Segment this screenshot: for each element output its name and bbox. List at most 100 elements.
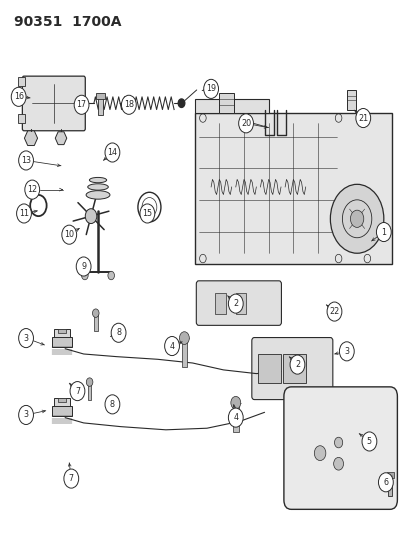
Circle shape [290, 355, 304, 374]
Text: 17: 17 [76, 100, 86, 109]
Circle shape [230, 397, 240, 409]
Text: 4: 4 [169, 342, 174, 351]
Text: 15: 15 [142, 209, 152, 218]
FancyBboxPatch shape [22, 76, 85, 131]
Text: 10: 10 [64, 230, 74, 239]
Bar [215, 293, 225, 314]
Bar [88, 383, 91, 400]
Text: 16: 16 [14, 92, 24, 101]
Bar [54, 398, 70, 407]
Bar [98, 97, 103, 115]
Text: 14: 14 [107, 148, 117, 157]
Text: 6: 6 [382, 478, 387, 487]
Circle shape [70, 382, 85, 401]
Text: 3: 3 [24, 334, 28, 343]
Text: 19: 19 [206, 84, 216, 93]
Circle shape [92, 309, 99, 317]
Text: 13: 13 [21, 156, 31, 165]
Circle shape [361, 432, 376, 451]
Circle shape [228, 408, 242, 427]
Circle shape [355, 109, 370, 127]
Circle shape [228, 294, 242, 313]
Bar [219, 93, 233, 113]
Text: 2: 2 [233, 299, 238, 308]
Circle shape [74, 95, 89, 114]
Text: 20: 20 [240, 119, 251, 128]
Text: 4: 4 [233, 413, 238, 422]
Circle shape [11, 87, 26, 107]
FancyBboxPatch shape [196, 281, 281, 325]
Circle shape [81, 271, 88, 280]
Text: 5: 5 [366, 437, 371, 446]
Circle shape [326, 302, 341, 321]
Text: 3: 3 [344, 347, 349, 356]
Circle shape [64, 469, 78, 488]
Bar [194, 100, 268, 113]
Circle shape [76, 257, 91, 276]
FancyBboxPatch shape [283, 387, 396, 510]
Bar [233, 405, 238, 432]
Circle shape [121, 95, 136, 114]
Circle shape [108, 271, 114, 280]
Bar [235, 293, 245, 314]
Text: 8: 8 [116, 328, 121, 337]
Bar [194, 113, 391, 264]
Bar [52, 337, 72, 347]
Bar [18, 77, 25, 86]
Circle shape [19, 328, 33, 348]
Text: 9: 9 [81, 262, 86, 271]
Circle shape [105, 143, 119, 162]
Ellipse shape [89, 177, 107, 183]
Text: 2: 2 [294, 360, 299, 369]
Bar [52, 406, 72, 416]
Text: 7: 7 [69, 474, 74, 483]
Text: 3: 3 [24, 410, 28, 419]
Text: 8: 8 [110, 400, 115, 409]
Text: 21: 21 [357, 114, 368, 123]
Bar [94, 314, 97, 331]
Text: 11: 11 [19, 209, 29, 218]
Text: 90351  1700A: 90351 1700A [14, 14, 121, 29]
Ellipse shape [86, 191, 110, 199]
Circle shape [25, 180, 40, 199]
Circle shape [377, 473, 392, 492]
Bar [181, 340, 187, 367]
Circle shape [375, 222, 390, 241]
Circle shape [330, 184, 383, 253]
Circle shape [111, 323, 126, 342]
Bar [58, 329, 66, 333]
Circle shape [334, 437, 342, 448]
Circle shape [164, 336, 179, 356]
Circle shape [19, 151, 33, 170]
Circle shape [62, 225, 76, 244]
Circle shape [333, 457, 343, 470]
Circle shape [339, 342, 354, 361]
Bar [18, 114, 25, 123]
Circle shape [203, 79, 218, 99]
Text: 22: 22 [329, 307, 339, 316]
Text: 18: 18 [123, 100, 133, 109]
Circle shape [105, 395, 119, 414]
FancyBboxPatch shape [251, 337, 332, 400]
Circle shape [179, 332, 189, 344]
Circle shape [349, 210, 363, 228]
Bar [282, 354, 305, 383]
Circle shape [17, 204, 31, 223]
Circle shape [140, 204, 154, 223]
Text: 7: 7 [75, 386, 80, 395]
Circle shape [86, 378, 93, 386]
Bar [58, 398, 66, 402]
Circle shape [178, 99, 184, 108]
Circle shape [19, 406, 33, 424]
Bar [386, 472, 393, 478]
Text: 12: 12 [27, 185, 37, 194]
Ellipse shape [88, 184, 108, 190]
Bar [258, 354, 280, 383]
Bar [346, 90, 355, 110]
Circle shape [313, 446, 325, 461]
Bar [54, 329, 70, 338]
Bar [387, 475, 392, 496]
Text: 1: 1 [380, 228, 385, 237]
Circle shape [238, 114, 253, 133]
Bar [96, 93, 104, 100]
